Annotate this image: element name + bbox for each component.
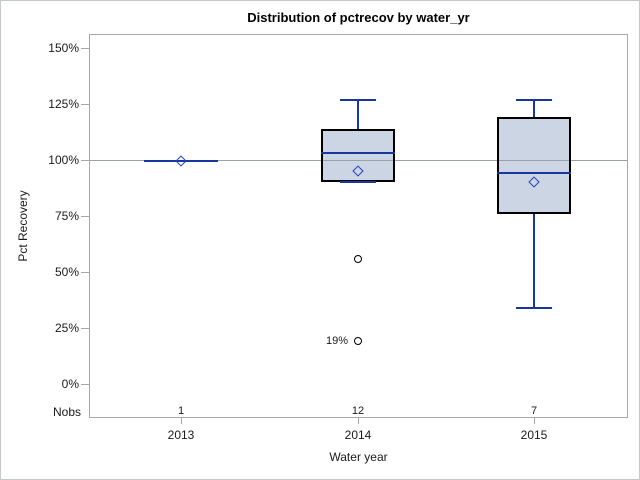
y-axis-title: Pct Recovery [16,190,30,262]
y-tick [81,160,89,161]
nobs-row-label: Nobs [52,405,81,419]
box-border-2014 [321,128,395,183]
nobs-value: 12 [351,405,365,417]
median-line [497,172,571,175]
lower-whisker-cap [340,181,376,184]
x-tick-label: 2015 [520,428,548,442]
box-border-2015 [497,117,571,214]
y-tick [81,384,89,385]
reference-line [90,160,627,161]
outlier-label: 19% [325,335,348,348]
x-tick [181,418,182,424]
lower-whisker-cap [516,306,552,309]
median-line [321,152,395,155]
outlier-point [354,337,362,346]
y-tick [81,48,89,49]
x-tick [358,418,359,424]
x-tick-label: 2013 [167,428,195,442]
nobs-value: 7 [530,405,538,417]
y-tick-label: 150% [48,41,79,55]
upper-whisker-cap [516,98,552,101]
y-tick-label: 125% [48,97,79,111]
box-fill-2014 [321,128,395,183]
plot-area: 19% [89,34,628,418]
chart-title: Distribution of pctrecov by water_yr [247,10,470,25]
x-axis-title: Water year [329,450,388,464]
upper-whisker-cap [340,98,376,101]
outlier-point [354,254,362,263]
median-line [144,159,218,162]
lower-whisker [533,213,535,308]
box-fill-2015 [497,117,571,214]
x-tick-label: 2014 [344,428,372,442]
y-tick [81,272,89,273]
y-tick [81,216,89,217]
y-tick-label: 100% [48,153,79,167]
x-tick [534,418,535,424]
y-tick-label: 0% [61,377,79,391]
upper-whisker [357,99,359,129]
mean-diamond [175,155,187,167]
nobs-value: 1 [177,405,185,417]
y-tick-label: 25% [54,321,79,335]
y-tick-label: 75% [54,209,79,223]
upper-whisker [533,99,535,118]
y-tick-label: 50% [54,265,79,279]
y-tick [81,328,89,329]
y-tick [81,104,89,105]
